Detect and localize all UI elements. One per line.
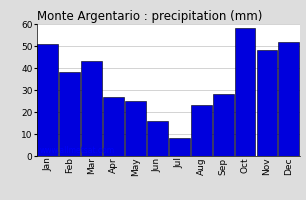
Bar — [213, 94, 233, 156]
Text: Monte Argentario : precipitation (mm): Monte Argentario : precipitation (mm) — [37, 10, 262, 23]
Bar — [147, 121, 168, 156]
Bar — [278, 42, 299, 156]
Bar — [103, 97, 124, 156]
Bar — [256, 50, 278, 156]
Bar — [81, 61, 102, 156]
Bar — [125, 101, 146, 156]
Bar — [37, 44, 58, 156]
Bar — [191, 105, 212, 156]
Bar — [59, 72, 80, 156]
Text: www.allmetsat.com: www.allmetsat.com — [39, 146, 114, 155]
Bar — [235, 28, 256, 156]
Bar — [169, 138, 190, 156]
